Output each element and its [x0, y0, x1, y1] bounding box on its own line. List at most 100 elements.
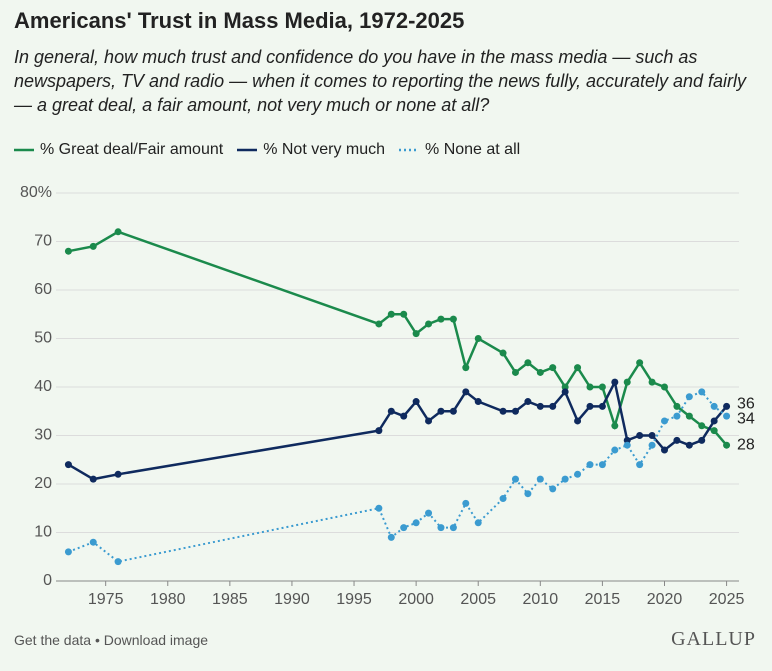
data-point [412, 330, 420, 338]
data-point [636, 359, 644, 367]
end-label: 28 [737, 436, 755, 453]
data-point [425, 509, 433, 517]
data-point [586, 461, 594, 469]
legend-label: % None at all [425, 141, 521, 158]
legend-label: % Not very much [263, 141, 386, 158]
end-label: 36 [737, 396, 755, 413]
data-point [437, 315, 445, 323]
data-point [710, 402, 718, 410]
data-point [586, 383, 594, 391]
y-tick-label: 40 [34, 378, 52, 395]
legend-swatch [237, 148, 258, 152]
x-tick-label: 2025 [709, 591, 745, 608]
data-point [437, 407, 445, 415]
download-link[interactable]: Download image [103, 632, 209, 648]
legend-swatch [399, 148, 420, 152]
data-point [462, 388, 470, 396]
data-point [89, 538, 97, 546]
data-point [611, 446, 619, 454]
series-line [68, 390, 728, 563]
data-point [375, 427, 383, 435]
data-point [474, 398, 482, 406]
footer: Get the data • Download image [14, 632, 209, 648]
legend-label: % Great deal/Fair amount [40, 141, 224, 158]
data-point [375, 320, 383, 328]
data-point [64, 548, 72, 556]
data-point [574, 364, 582, 372]
data-point [425, 320, 433, 328]
data-point [474, 519, 482, 527]
data-point [586, 402, 594, 410]
data-point [387, 533, 395, 541]
data-point [114, 558, 122, 566]
data-point [474, 335, 482, 342]
data-point [611, 378, 619, 386]
data-point [660, 383, 668, 391]
data-point [524, 398, 532, 406]
data-point [499, 407, 507, 415]
data-point [723, 412, 731, 420]
data-point [375, 504, 383, 512]
legend-item: % None at all [399, 141, 520, 159]
y-tick-label: 0 [43, 572, 52, 589]
chart-title: Americans' Trust in Mass Media, 1972-202… [14, 8, 465, 33]
data-point [636, 432, 644, 439]
data-point [623, 436, 631, 444]
series-line [67, 378, 728, 481]
data-point [549, 485, 557, 493]
data-point [549, 402, 557, 410]
data-point [698, 422, 706, 430]
x-tick-label: 1990 [274, 591, 310, 608]
data-point [673, 412, 681, 420]
data-point [598, 461, 606, 469]
data-point [449, 315, 457, 323]
data-point [449, 407, 457, 415]
data-point [387, 407, 395, 415]
x-tick-label: 1985 [212, 591, 248, 608]
data-point [536, 402, 544, 410]
data-point [462, 499, 470, 507]
data-point [499, 349, 507, 357]
data-point [648, 441, 656, 449]
data-point [412, 519, 420, 527]
y-tick-label: 80% [20, 184, 52, 201]
get-data-link[interactable]: Get the data [14, 632, 92, 648]
data-point [685, 393, 693, 401]
legend-swatch [14, 148, 34, 152]
data-point [561, 388, 569, 396]
end-label: 34 [737, 410, 755, 427]
data-point [648, 378, 656, 386]
data-point [536, 368, 544, 376]
data-point [511, 368, 519, 376]
data-point [648, 432, 656, 439]
data-point [660, 446, 668, 454]
data-point [698, 388, 706, 396]
data-point [387, 310, 395, 318]
data-point [400, 524, 408, 532]
data-point [114, 228, 122, 236]
data-point [64, 247, 72, 255]
data-point [524, 490, 532, 498]
data-point [89, 242, 97, 250]
data-point [412, 398, 420, 406]
legend-item: % Not very much [237, 141, 385, 159]
x-tick-label: 1980 [150, 591, 186, 608]
x-tick-label: 2010 [523, 591, 559, 608]
data-point [64, 461, 72, 469]
x-tick-label: 1995 [336, 591, 372, 608]
data-point [574, 417, 582, 425]
data-point [449, 524, 457, 532]
data-point [437, 524, 445, 532]
data-point [685, 441, 693, 449]
data-point [710, 427, 718, 435]
y-tick-label: 30 [34, 427, 52, 444]
data-point [511, 407, 519, 415]
y-tick-label: 50 [34, 330, 52, 347]
data-point [561, 383, 569, 391]
data-point [499, 495, 507, 503]
x-tick-label: 2015 [585, 591, 621, 608]
data-point [685, 412, 693, 420]
x-tick-label: 1975 [88, 591, 124, 608]
y-tick-label: 60 [34, 281, 52, 298]
